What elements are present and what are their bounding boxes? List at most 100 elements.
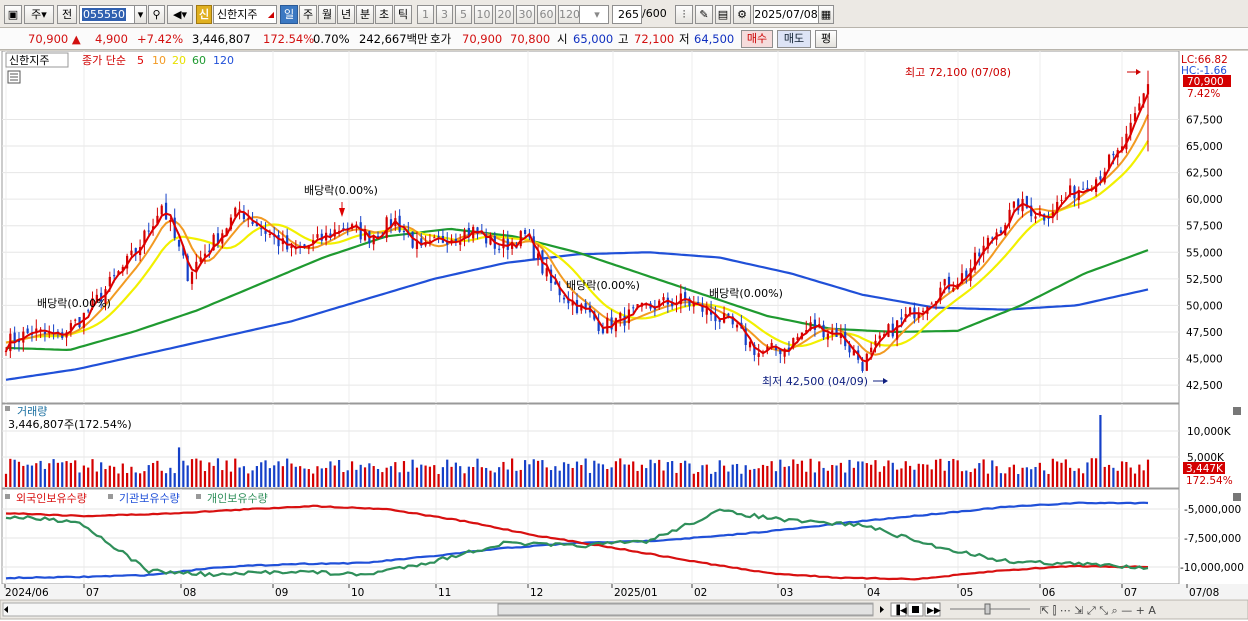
chart-area[interactable]: 42,500 45,000 47,500 50,000 52,500 55,000 57,5… — [0, 50, 1248, 621]
stock-chart[interactable]: 42,500 45,000 47,500 50,000 52,500 55,000 57,5… — [0, 50, 1248, 621]
candle-body — [1060, 199, 1063, 201]
volume-bar — [826, 470, 829, 487]
candle-body — [186, 255, 189, 282]
candle-body — [684, 292, 687, 301]
period-0-button[interactable]: 일 — [280, 5, 298, 24]
volume-bar — [1021, 467, 1024, 487]
volume-bar — [986, 473, 990, 487]
code-dropdown-icon[interactable]: ▾ — [134, 5, 147, 24]
holdings-panel — [1, 488, 1180, 585]
stock-code-input[interactable]: 055550 — [79, 5, 135, 24]
period-6-button[interactable]: 틱 — [394, 5, 412, 24]
date-picker-icon[interactable]: ▦ — [818, 5, 834, 24]
holdings-close-icon[interactable] — [1233, 493, 1241, 501]
candle-body — [1073, 186, 1076, 199]
volume-bar — [666, 462, 669, 487]
volume-bar — [995, 466, 998, 487]
draw-tool-icon[interactable]: ✎ — [695, 5, 713, 24]
volume-bar — [212, 465, 215, 487]
chart-type-icon[interactable]: ⫶ — [675, 5, 693, 24]
volume-bar — [1043, 470, 1046, 487]
candle-body — [502, 238, 505, 249]
candle-body — [891, 323, 894, 337]
window-menu-icon[interactable]: ▣ — [4, 5, 22, 24]
gear-icon[interactable]: ⚙ — [733, 5, 751, 24]
volume-bar — [143, 471, 146, 487]
period-1-button[interactable]: 주 — [299, 5, 317, 24]
candle-body — [986, 237, 990, 249]
volume-bar — [921, 464, 925, 487]
candle-body — [467, 227, 470, 237]
period-2-button[interactable]: 월 — [318, 5, 336, 24]
volume-bar — [420, 464, 423, 487]
buy-button[interactable]: 매수 — [741, 30, 773, 48]
interval-3-button[interactable]: 3 — [436, 5, 453, 24]
date-input[interactable]: 2025/07/08 — [753, 5, 819, 24]
candle-body — [805, 330, 808, 333]
volume-bar — [567, 463, 570, 487]
ma5-polyline — [5, 93, 1149, 363]
volume-bar — [1056, 461, 1059, 487]
stock-name-field[interactable]: 신한지주 ◢ — [213, 5, 277, 24]
volume-bar — [30, 465, 34, 487]
candle-body — [1051, 211, 1054, 217]
volume-bar — [290, 463, 293, 487]
volume-bar — [580, 465, 583, 487]
candle-body — [861, 361, 864, 372]
save-icon[interactable]: ▤ — [715, 5, 731, 24]
volume-bar — [229, 471, 233, 487]
volume-header: 거래량 3,446,807주(172.54%) 10,000K 5,000K 3… — [5, 405, 1241, 487]
eval-button[interactable]: 평 — [815, 30, 837, 48]
interval-5-button[interactable]: 5 — [455, 5, 472, 24]
candle-body — [606, 317, 609, 334]
volume-bar — [558, 470, 561, 487]
volume-bar — [342, 472, 345, 487]
volume-bar — [978, 463, 981, 487]
candle-body — [195, 261, 198, 273]
bar-count-input[interactable]: 265 — [612, 5, 642, 24]
candle-body — [108, 276, 111, 287]
period-5-button[interactable]: 초 — [375, 5, 393, 24]
interval-30-button[interactable]: 30 — [516, 5, 535, 24]
interval-1-button[interactable]: 1 — [417, 5, 434, 24]
candle-body — [965, 270, 968, 278]
volume-bar — [571, 467, 574, 487]
prev-button[interactable]: 전 — [57, 5, 77, 24]
interval-10-button[interactable]: 10 — [474, 5, 493, 24]
candle-body — [679, 293, 682, 305]
candle-body — [415, 239, 419, 250]
period-4-button[interactable]: 분 — [356, 5, 374, 24]
volume-bar — [627, 464, 631, 487]
candle-body — [584, 303, 587, 310]
speaker-icon[interactable]: ◀▾ — [167, 5, 193, 24]
svg-text:▐◀: ▐◀ — [893, 604, 907, 616]
low-note: 최저 42,500 (04/09) — [762, 375, 868, 388]
volume-bar — [1004, 473, 1007, 487]
sell-button[interactable]: 매도 — [777, 30, 811, 48]
open-label: 시 — [557, 32, 568, 46]
candle-body — [610, 317, 613, 330]
volume-bar — [610, 467, 613, 487]
search-icon[interactable]: ⚲ — [148, 5, 165, 24]
candle-body — [1099, 176, 1102, 180]
interval-20-button[interactable]: 20 — [495, 5, 514, 24]
interval-60-button[interactable]: 60 — [537, 5, 556, 24]
volume-bar — [1030, 469, 1033, 487]
volume-bar — [39, 460, 42, 487]
candle-body — [930, 303, 933, 305]
scroll-bar[interactable]: ▐◀ ▶▶ ⇱ ⫿ ⋯ ⇲ ⤢ ⤡ ⌕ — + A — [0, 599, 1248, 620]
volume-bar — [355, 469, 358, 487]
candle-body — [545, 268, 548, 277]
volume-close-icon[interactable] — [1233, 407, 1241, 415]
volume-bar — [813, 472, 817, 487]
individual-holdings-line — [5, 508, 1149, 578]
candle-body — [792, 338, 795, 348]
interval-120-button[interactable]: 120 — [558, 5, 580, 24]
credit-badge: 신 — [196, 5, 212, 24]
volume-bar — [809, 458, 812, 487]
interval-custom-select[interactable]: ▾ — [571, 5, 609, 24]
market-select[interactable]: 주▾ — [24, 5, 54, 24]
volume-bar — [126, 472, 129, 487]
period-3-button[interactable]: 년 — [337, 5, 355, 24]
candle-body — [121, 266, 124, 271]
